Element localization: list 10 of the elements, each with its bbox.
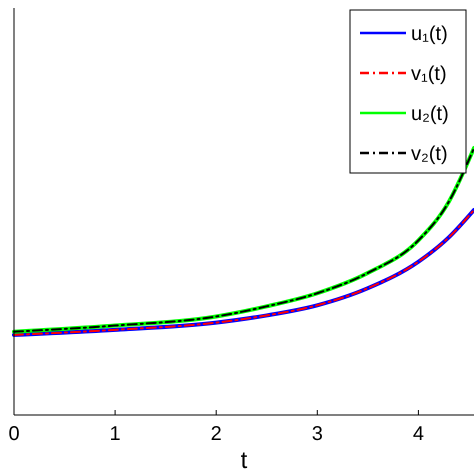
x-axis-title: t — [240, 447, 248, 474]
legend-label: v₂(t) — [411, 143, 448, 165]
legend-label: u₂(t) — [411, 103, 449, 125]
x-tick-label: 0 — [8, 423, 20, 445]
legend-label: u₁(t) — [411, 23, 448, 45]
legend-label: v₁(t) — [411, 63, 447, 85]
x-tick-label: 2 — [210, 423, 222, 445]
x-tick-label: 3 — [312, 423, 323, 445]
x-tick-label: 1 — [110, 423, 121, 445]
x-tick-label: 4 — [412, 423, 424, 445]
